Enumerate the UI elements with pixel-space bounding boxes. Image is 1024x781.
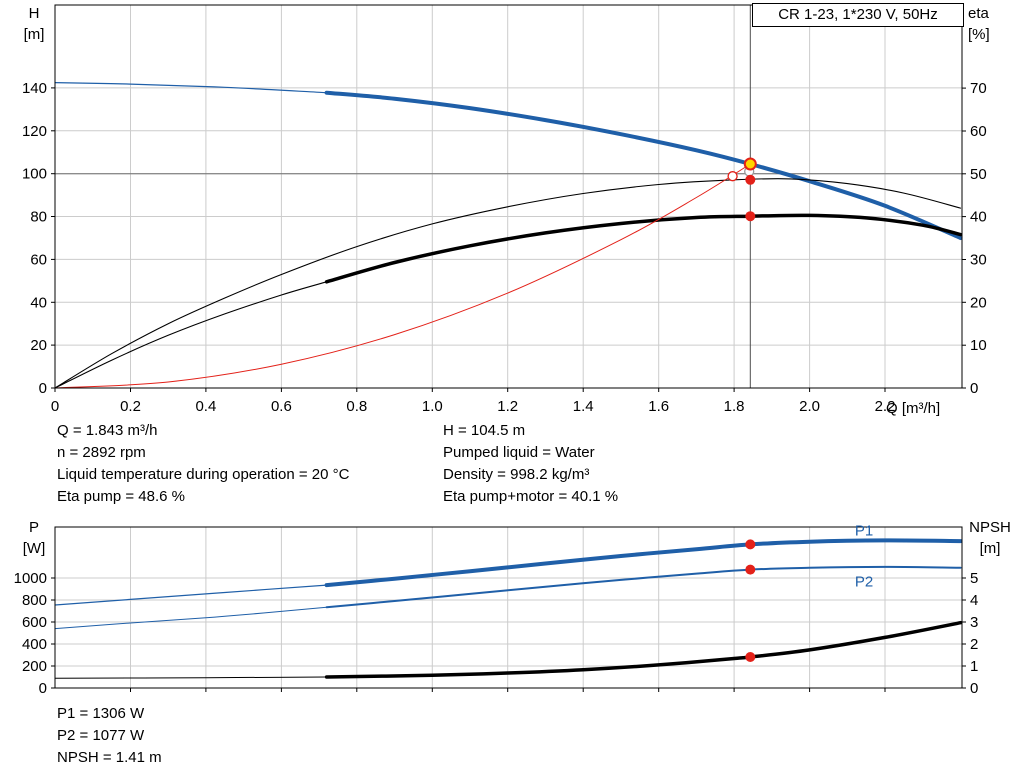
q-axis-title: Q [m³/h]	[886, 400, 941, 417]
info-line-pumped-liquid: Pumped liquid = Water	[443, 444, 595, 461]
y-left-tick-label: 200	[22, 658, 47, 675]
x-tick-label: 0.2	[120, 398, 141, 415]
curve-p1	[324, 538, 963, 588]
duty-info-bottom: P1 = 1306 W P2 = 1077 W NPSH = 1.41 m	[57, 703, 162, 769]
series-label-p2: P2	[855, 573, 873, 590]
h-axis-title: H [m]	[14, 3, 54, 45]
x-tick-label: 1.8	[724, 398, 745, 415]
y-right-tick-label: 2	[970, 636, 978, 653]
curve-p2	[325, 565, 962, 609]
y-right-tick-label: 10	[970, 337, 987, 354]
y-left-tick-label: 0	[39, 380, 47, 397]
curve-eta-pump-motor-thin	[54, 281, 328, 389]
y-right-tick-label: 40	[970, 209, 987, 226]
curve-npsh	[324, 620, 963, 679]
y-left-tick-label: 100	[22, 166, 47, 183]
eta-axis-unit: [%]	[968, 26, 990, 43]
qh-eta-plot-area[interactable]	[54, 4, 963, 389]
curve-head	[324, 90, 963, 240]
y-left-tick-label: 400	[22, 636, 47, 653]
npsh-axis-name: NPSH	[969, 519, 1011, 536]
eta-axis-name: eta	[968, 5, 989, 22]
curve-npsh-thin	[54, 676, 328, 679]
info-line-q: Q = 1.843 m³/h	[57, 422, 158, 439]
rated-point-open-circle-red	[727, 171, 738, 182]
y-right-tick-label: 1	[970, 658, 978, 675]
p2-duty-dot	[745, 564, 756, 575]
y-right-tick-label: 50	[970, 166, 987, 183]
y-right-tick-label: 30	[970, 252, 987, 269]
eta-axis-title: eta [%]	[968, 3, 1018, 45]
x-tick-label: 1.6	[648, 398, 669, 415]
eta-pump-motor-duty-dot	[745, 211, 756, 222]
x-tick-label: 0	[51, 398, 59, 415]
y-left-tick-label: 60	[30, 251, 47, 268]
power-npsh-plot-area[interactable]	[54, 526, 963, 689]
y-right-tick-label: 60	[970, 123, 987, 140]
info-line-p1: P1 = 1306 W	[57, 705, 145, 722]
p-axis-unit: [W]	[22, 540, 46, 557]
y-right-tick-label: 70	[970, 80, 987, 97]
duty-point-dot	[743, 157, 757, 171]
power-npsh-chart: 0 200 400 600 800 1000 0 1 2 3 4 5 P1 P2	[14, 523, 979, 697]
curve-eta-pump	[54, 178, 962, 389]
y-left-tick-label: 20	[30, 337, 47, 354]
y-right-tick-label: 4	[970, 592, 978, 609]
curve-system-curve	[54, 163, 751, 389]
x-tick-label: 1.0	[422, 398, 443, 415]
curve-eta-pump-motor	[324, 213, 963, 284]
curve-p2-thin	[54, 606, 328, 630]
info-line-head: H = 104.5 m	[443, 422, 526, 439]
x-tick-label: 0.4	[195, 398, 216, 415]
y-left-tick-label: 800	[22, 592, 47, 609]
info-line-density: Density = 998.2 kg/m³	[443, 466, 590, 483]
x-tick-label: 1.2	[497, 398, 518, 415]
y-left-tick-label: 80	[30, 209, 47, 226]
y-right-tick-label: 5	[970, 570, 978, 587]
y-left-tick-label: 120	[22, 123, 47, 140]
x-tick-label: 2.2	[875, 398, 896, 415]
y-left-tick-label: 140	[22, 80, 47, 97]
y-right-tick-label: 0	[970, 680, 978, 697]
x-tick-label: 2.0	[799, 398, 820, 415]
y-right-tick-label: 3	[970, 614, 978, 631]
y-left-tick-label: 40	[30, 294, 47, 311]
h-axis-name: H	[28, 5, 40, 22]
info-line-eta-pump: Eta pump = 48.6 %	[57, 488, 185, 505]
info-line-eta-pump-motor: Eta pump+motor = 40.1 %	[443, 488, 619, 505]
x-tick-label: 0.6	[271, 398, 292, 415]
duty-info-right: H = 104.5 m Pumped liquid = Water Densit…	[443, 420, 618, 508]
info-line-liquid-temp: Liquid temperature during operation = 20…	[57, 466, 350, 483]
qh-eta-chart: 0 20 40 60 80 100 120 140 0 10 20 30 40 50 60 70 0 0.2 0.4…	[22, 4, 987, 415]
npsh-axis-title: NPSH [m]	[962, 517, 1018, 559]
y-left-tick-label: 0	[39, 680, 47, 697]
curve-head-thin	[54, 82, 328, 94]
p-axis-title: P [W]	[14, 517, 54, 559]
pump-model-title: CR 1-23, 1*230 V, 50Hz	[752, 3, 964, 27]
p-axis-name: P	[28, 519, 39, 536]
info-line-p2: P2 = 1077 W	[57, 727, 145, 744]
y-left-tick-label: 600	[22, 614, 47, 631]
info-line-speed: n = 2892 rpm	[57, 444, 146, 461]
duty-info-left: Q = 1.843 m³/h n = 2892 rpm Liquid tempe…	[57, 420, 349, 508]
h-axis-unit: [m]	[23, 26, 45, 43]
eta-pump-duty-dot	[745, 174, 756, 185]
x-tick-label: 0.8	[346, 398, 367, 415]
npsh-axis-unit: [m]	[979, 540, 1001, 557]
x-tick-label: 1.4	[573, 398, 594, 415]
y-left-tick-label: 1000	[14, 570, 47, 587]
p1-duty-dot	[745, 539, 756, 550]
curve-p1-thin	[54, 584, 328, 606]
npsh-duty-dot	[745, 652, 756, 662]
y-right-tick-label: 20	[970, 294, 987, 311]
y-right-tick-label: 0	[970, 380, 978, 397]
series-label-p1: P1	[855, 523, 873, 540]
info-line-npsh: NPSH = 1.41 m	[57, 749, 162, 766]
